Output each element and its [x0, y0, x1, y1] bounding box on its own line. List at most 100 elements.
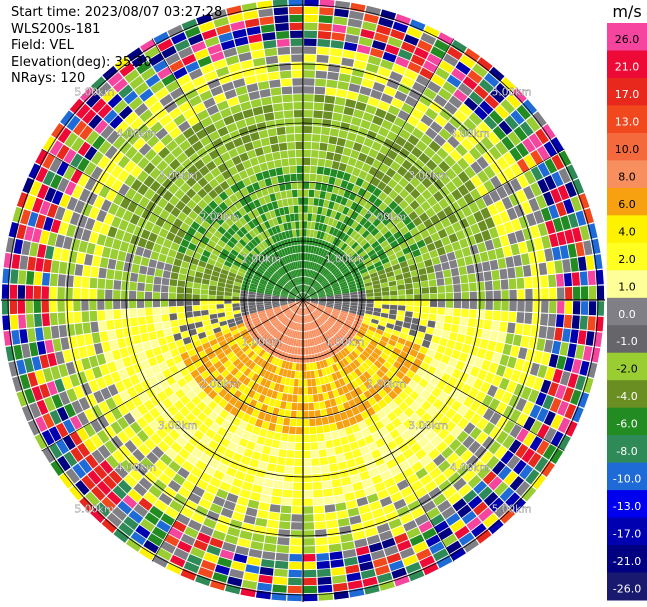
range-gate — [304, 54, 316, 62]
range-gate — [536, 145, 551, 161]
range-gate — [473, 210, 484, 223]
range-gate — [470, 223, 481, 235]
range-gate — [420, 229, 430, 239]
range-gate — [378, 126, 390, 138]
range-gate — [317, 265, 323, 273]
range-gate — [331, 282, 339, 288]
range-gate — [456, 257, 466, 267]
range-gate — [501, 196, 513, 210]
range-gate — [353, 244, 362, 253]
range-gate — [445, 181, 457, 193]
range-gate — [317, 31, 332, 40]
range-gate — [304, 6, 319, 15]
range-gate — [314, 284, 321, 290]
range-gate — [528, 197, 540, 212]
range-gate — [367, 184, 377, 194]
range-gate — [309, 229, 315, 238]
range-gate — [480, 207, 491, 220]
range-gate — [439, 254, 449, 263]
range-gate — [540, 275, 549, 288]
range-gate — [308, 245, 312, 253]
range-gate — [378, 253, 388, 261]
range-gate — [321, 258, 327, 266]
range-gate — [405, 288, 414, 295]
range-gate — [557, 287, 565, 300]
range-gate — [481, 229, 492, 242]
range-gate — [431, 153, 443, 166]
range-gate — [315, 286, 323, 292]
range-gate — [470, 175, 483, 188]
range-gate — [351, 116, 362, 127]
range-gate — [311, 150, 319, 158]
range-gate — [363, 70, 377, 81]
range-gate — [506, 207, 518, 221]
range-gate — [371, 141, 382, 152]
range-gate — [309, 173, 317, 182]
range-gate — [321, 268, 328, 276]
range-gate — [412, 216, 423, 227]
range-gate — [463, 118, 477, 132]
range-gate — [377, 235, 386, 244]
range-gate — [354, 160, 365, 170]
range-gate — [386, 235, 396, 244]
range-gate — [382, 51, 397, 63]
range-gate — [305, 285, 308, 293]
range-gate — [313, 282, 320, 289]
range-gate — [459, 54, 476, 69]
range-gate — [596, 285, 605, 300]
range-gate — [444, 225, 455, 236]
range-gate — [436, 246, 446, 256]
range-gate — [334, 296, 342, 299]
range-gate — [392, 172, 403, 183]
range-gate — [296, 157, 303, 166]
range-gate — [484, 72, 500, 88]
colorbar-tick-label: 10.0 — [615, 143, 640, 156]
range-gate — [435, 67, 450, 80]
range-gate — [416, 261, 426, 270]
range-gate — [330, 193, 338, 202]
range-gate — [444, 193, 456, 205]
range-gate — [303, 86, 315, 94]
range-gate — [317, 256, 323, 264]
range-gate — [467, 69, 483, 84]
range-gate — [365, 285, 373, 291]
range-gate — [372, 218, 382, 227]
range-gate — [420, 165, 432, 177]
range-gate — [343, 225, 351, 234]
range-gate — [590, 238, 601, 254]
range-gate — [303, 78, 315, 86]
range-gate — [324, 192, 332, 201]
range-gate — [355, 134, 366, 145]
range-gate — [308, 269, 311, 277]
range-gate — [342, 234, 350, 243]
range-gate — [357, 93, 370, 104]
range-gate — [546, 261, 556, 275]
colorbar-tick-label: 8.0 — [618, 170, 636, 183]
range-gate — [333, 290, 342, 294]
range-gate — [296, 165, 303, 173]
range-gate — [408, 210, 419, 221]
range-gate — [507, 232, 518, 245]
range-gate — [293, 110, 303, 118]
range-gate — [443, 205, 454, 217]
range-gate — [379, 277, 388, 284]
range-gate — [412, 81, 426, 94]
range-gate — [359, 217, 368, 226]
range-gate — [427, 171, 439, 183]
range-gate — [324, 159, 333, 168]
colorbar-tick-label: -4.0 — [616, 390, 637, 403]
range-gate — [404, 182, 415, 194]
range-gate — [430, 46, 446, 60]
range-gate — [464, 48, 480, 63]
range-gate — [516, 158, 530, 173]
range-gate — [407, 258, 416, 266]
range-gate — [313, 198, 319, 206]
range-gate — [429, 121, 443, 134]
range-gate — [488, 146, 502, 160]
range-gate — [560, 215, 571, 231]
range-gate — [360, 28, 375, 39]
range-gate — [319, 142, 328, 151]
range-gate — [506, 93, 521, 109]
range-gate — [323, 269, 330, 277]
range-gate — [404, 95, 418, 108]
